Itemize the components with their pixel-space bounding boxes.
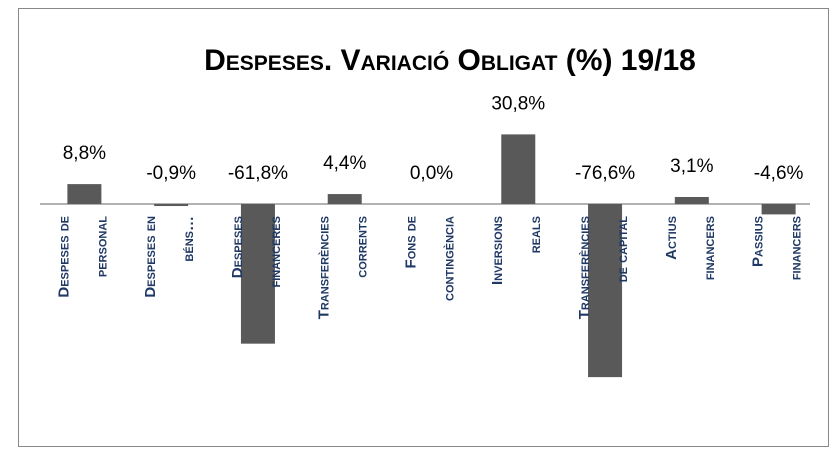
x-tick-label: financeres [267, 216, 284, 288]
data-label: -0,9% [146, 163, 196, 184]
x-tick-label: Inversions [489, 216, 506, 285]
x-tick-label: de capital [614, 216, 631, 283]
data-label: 30,8% [491, 93, 545, 114]
x-tick-label: financers [788, 216, 805, 280]
x-tick-label: personal [93, 216, 110, 277]
x-tick-label: Transferències [316, 216, 333, 319]
x-tick-label: Fons de [402, 216, 419, 268]
x-tick-label: corrents [354, 216, 371, 278]
chart-title: Despeses. Variació Obligat (%) 19/18 [204, 44, 696, 77]
data-label: 3,1% [670, 156, 713, 177]
bar [154, 204, 189, 207]
bar [588, 204, 623, 378]
bar [501, 134, 536, 204]
bar [67, 184, 102, 204]
x-tick-label: béns… [180, 216, 197, 262]
x-tick-label: contingència [440, 216, 457, 301]
data-label: -61,8% [228, 163, 288, 184]
bar [240, 204, 275, 344]
data-label: -76,6% [575, 163, 635, 184]
data-label: 4,4% [323, 153, 366, 174]
bar [327, 194, 362, 204]
x-tick-label: Passius [750, 216, 767, 267]
data-label: 0,0% [410, 163, 453, 184]
x-tick-label: Transferències [576, 216, 593, 319]
x-tick-label: financers [701, 216, 718, 280]
x-tick-label: Actius [663, 216, 680, 260]
x-tick-label: reals [527, 216, 544, 253]
data-label: -4,6% [754, 163, 804, 184]
chart-border [18, 8, 829, 447]
x-tick-label: Despeses [229, 216, 246, 278]
bar [761, 204, 796, 215]
x-tick-label: Despeses de [55, 216, 72, 298]
x-tick-label: Despeses en [142, 216, 159, 298]
data-label: 8,8% [63, 143, 106, 164]
bar [674, 196, 709, 204]
